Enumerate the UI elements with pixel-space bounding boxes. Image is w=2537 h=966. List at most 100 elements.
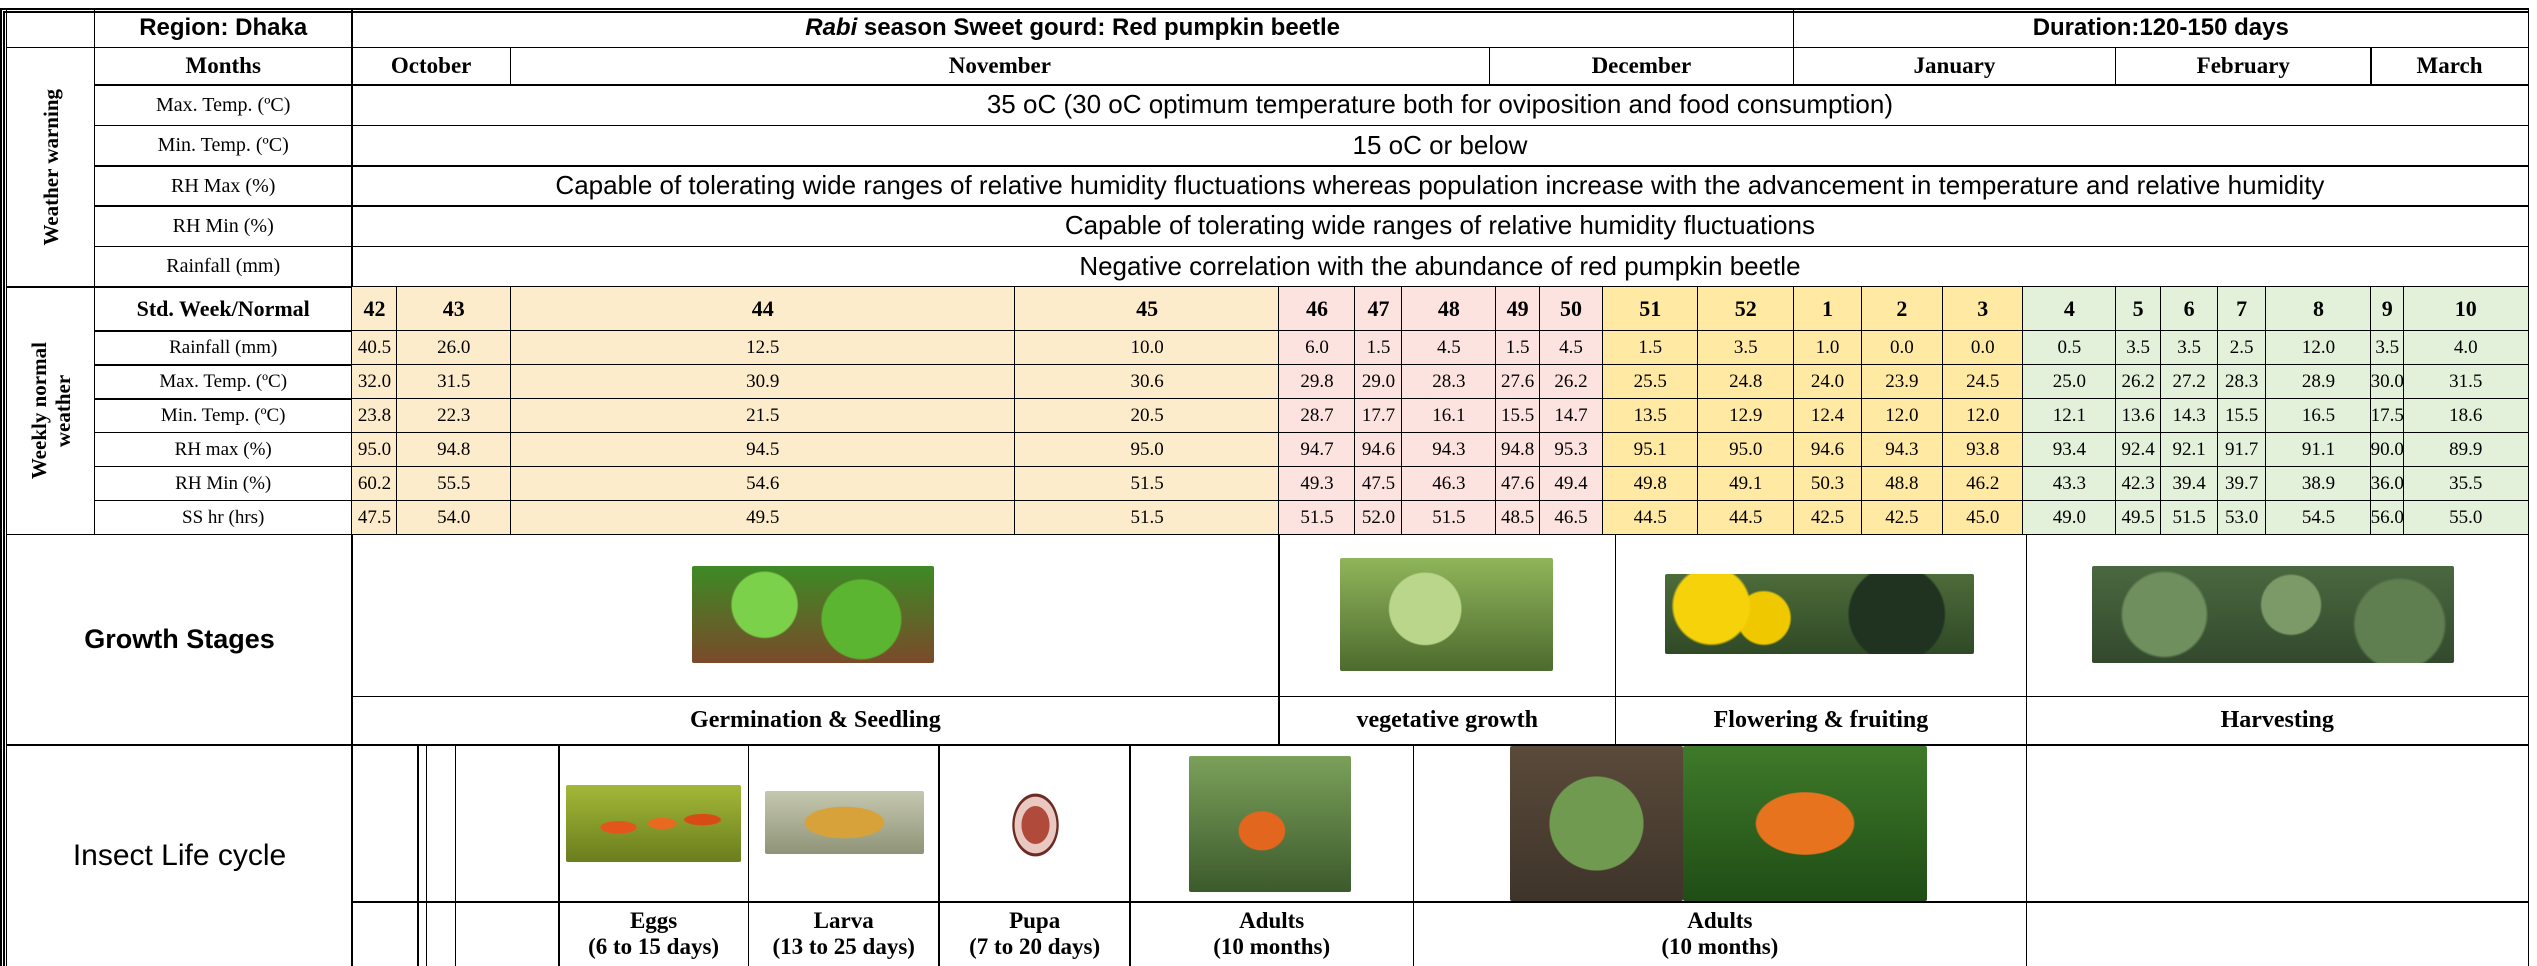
value-cell: 49.8 — [1602, 466, 1699, 501]
region-text: Region: Dhaka — [139, 14, 307, 42]
value-text: 94.3 — [1432, 439, 1465, 461]
life-stage-cell: Adults(10 months) — [1129, 901, 1414, 966]
stage-name: Germination & Seedling — [690, 707, 941, 735]
life-stage-duration: (10 months) — [1661, 934, 1778, 960]
value-text: 49.5 — [746, 507, 779, 529]
larva-photo — [765, 791, 924, 854]
value-text: 6.0 — [1305, 337, 1329, 359]
value-text: 17.7 — [1362, 405, 1395, 427]
value-cell: 3.5 — [2115, 330, 2162, 365]
value-cell: 30.9 — [510, 364, 1016, 399]
value-cell: 17.5 — [2370, 398, 2404, 433]
value-text: 15.5 — [2225, 405, 2258, 427]
value-cell: 28.3 — [1401, 364, 1496, 399]
value-text: 49.5 — [2121, 507, 2154, 529]
value-text: 51.5 — [1130, 507, 1163, 529]
value-cell: 46.5 — [1539, 500, 1604, 535]
value-cell: 12.5 — [510, 330, 1016, 365]
stage-cell: Germination & Seedling — [351, 696, 1280, 746]
value-cell: 91.7 — [2217, 432, 2267, 467]
value-text: 13.5 — [1634, 405, 1667, 427]
month-cell: March — [2370, 47, 2528, 86]
value-cell: 89.9 — [2403, 432, 2529, 467]
value-text: 49.8 — [1634, 473, 1667, 495]
insect-label: Insect Life cycle — [73, 839, 286, 874]
adult-photo — [1189, 756, 1351, 892]
value-cell: 54.6 — [510, 466, 1016, 501]
month-name: October — [391, 53, 471, 79]
value-cell: 6.0 — [1278, 330, 1356, 365]
value-cell: 93.4 — [2022, 432, 2116, 467]
warning-text: Capable of tolerating wide ranges of rel… — [1065, 211, 1815, 241]
row-label: Rainfall (mm) — [169, 337, 277, 359]
month-name: March — [2417, 53, 2483, 79]
value-text: 47.5 — [358, 507, 391, 529]
value-text: 42.5 — [1885, 507, 1918, 529]
value-cell: 16.1 — [1401, 398, 1496, 433]
value-cell: 56.0 — [2370, 500, 2404, 535]
title-italic: Rabi — [805, 14, 857, 42]
row-label-cell: RH Min (%) — [94, 205, 353, 247]
value-cell: 30.0 — [2370, 364, 2404, 399]
week-number: 3 — [1977, 296, 1988, 321]
row-label: Max. Temp. (ºC) — [156, 94, 290, 117]
week-number: 49 — [1507, 296, 1529, 321]
value-cell: 13.6 — [2115, 398, 2162, 433]
value-cell: 1.5 — [1602, 330, 1699, 365]
value-text: 31.5 — [2449, 371, 2482, 393]
section-label: Weekly normal weather — [27, 314, 75, 508]
value-text: 1.5 — [1367, 337, 1391, 359]
month-cell: December — [1489, 47, 1795, 86]
value-cell: 47.5 — [1354, 466, 1402, 501]
value-cell: 42.5 — [1861, 500, 1943, 535]
stage-cell: Flowering & fruiting — [1615, 696, 2027, 746]
row-label-cell: Min. Temp. (ºC) — [94, 398, 353, 433]
value-cell: 1.5 — [1354, 330, 1402, 365]
value-cell: 26.2 — [2115, 364, 2162, 399]
value-cell: 51.5 — [1401, 500, 1496, 535]
week-cell: 7 — [2217, 286, 2267, 331]
row-label-cell: RH max (%) — [94, 432, 353, 467]
value-cell: 12.0 — [1861, 398, 1943, 433]
value-text: 50.3 — [1811, 473, 1844, 495]
blank-cell — [426, 744, 457, 902]
value-cell: 20.5 — [1014, 398, 1279, 433]
harvest-photo — [2092, 566, 2454, 663]
week-number: 42 — [363, 296, 385, 321]
row-label-cell: Max. Temp. (ºC) — [94, 84, 353, 126]
value-text: 28.3 — [1432, 371, 1465, 393]
value-cell: 95.0 — [1697, 432, 1794, 467]
value-cell: 44.5 — [1602, 500, 1699, 535]
value-cell: 49.4 — [1539, 466, 1604, 501]
value-cell: 60.2 — [351, 466, 398, 501]
month-cell: October — [351, 47, 511, 86]
value-text: 49.3 — [1300, 473, 1333, 495]
value-text: 22.3 — [437, 405, 470, 427]
value-text: 23.9 — [1885, 371, 1918, 393]
value-text: 3.5 — [2126, 337, 2150, 359]
value-cell: 35.5 — [2403, 466, 2529, 501]
value-text: 56.0 — [2371, 507, 2404, 529]
week-cell: 9 — [2370, 286, 2404, 331]
month-name: November — [949, 53, 1051, 79]
life-stage-name: Adults — [1239, 908, 1304, 934]
value-text: 0.0 — [1971, 337, 1995, 359]
value-text: 4.0 — [2454, 337, 2478, 359]
life-stage-duration: (6 to 15 days) — [588, 934, 719, 960]
week-cell: 1 — [1793, 286, 1862, 331]
row-label: Max. Temp. (ºC) — [159, 371, 287, 393]
value-text: 46.3 — [1432, 473, 1465, 495]
value-text: 12.5 — [746, 337, 779, 359]
value-text: 29.8 — [1300, 371, 1333, 393]
value-text: 55.5 — [437, 473, 470, 495]
value-text: 51.5 — [1432, 507, 1465, 529]
life-stage-cell: Pupa(7 to 20 days) — [938, 901, 1130, 966]
value-cell: 3.5 — [1697, 330, 1794, 365]
value-cell: 15.5 — [2217, 398, 2267, 433]
stage-cell: vegetative growth — [1278, 696, 1616, 746]
value-text: 21.5 — [746, 405, 779, 427]
value-text: 3.5 — [2177, 337, 2201, 359]
value-cell: 46.3 — [1401, 466, 1496, 501]
duration-text: Duration:120-150 days — [2033, 14, 2289, 42]
week-cell: 5 — [2115, 286, 2162, 331]
